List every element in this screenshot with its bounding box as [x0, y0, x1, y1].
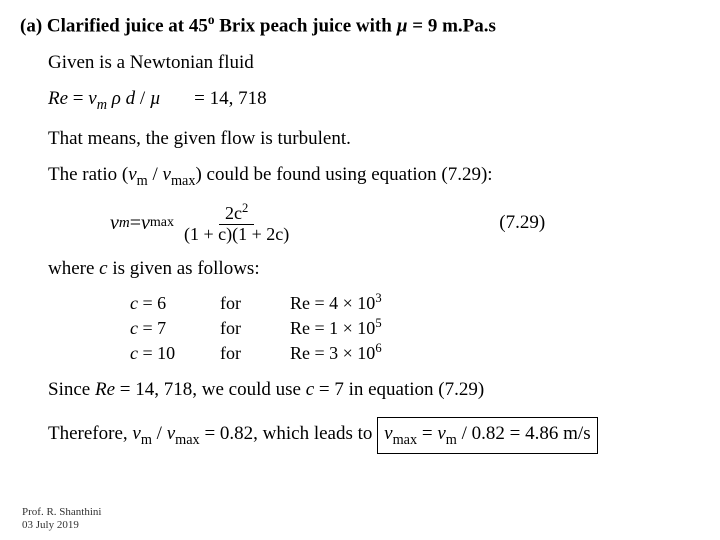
title-suffix: = 9 m.Pa.s	[408, 15, 496, 36]
heading-line: (a) Clarified juice at 45o Brix peach ju…	[20, 10, 700, 41]
re-slash: /	[135, 88, 150, 109]
eq-lhs-sub: m	[119, 215, 130, 232]
box-mid: =	[417, 423, 437, 444]
line-where: where c is given as follows:	[20, 255, 700, 284]
therefore-v1: v	[132, 423, 140, 444]
re-eq: =	[68, 88, 88, 109]
c-table-row: c = 10 for Re = 3 × 106	[130, 341, 700, 364]
c-for: for	[220, 343, 290, 364]
eq-num: 2c	[225, 203, 242, 223]
equation-formula: vm = vmax 2c2 (1 + c)(1 + 2c)	[110, 202, 299, 245]
title-sup: o	[208, 12, 215, 27]
eq-rhs-sub: max	[150, 215, 174, 231]
line-therefore: Therefore, vm / vmax = 0.82, which leads…	[20, 417, 700, 454]
re-vm-sub: m	[97, 97, 107, 113]
since-c: c	[306, 379, 314, 400]
ratio-v2: v	[163, 164, 171, 185]
eq-lhs-v: v	[110, 212, 119, 235]
box-v2: v	[437, 423, 445, 444]
c-exp: 3	[375, 291, 381, 305]
equation-block: vm = vmax 2c2 (1 + c)(1 + 2c) (7.29)	[110, 202, 700, 245]
where-prefix: where	[48, 258, 99, 279]
ratio-v1: v	[128, 164, 136, 185]
eq-rhs-v: v	[141, 212, 150, 235]
c-exp: 5	[375, 316, 381, 330]
where-suffix: is given as follows:	[108, 258, 260, 279]
c-table-row: c = 7 for Re = 1 × 105	[130, 316, 700, 339]
footer-date: 03 July 2019	[22, 519, 101, 532]
since-mid: = 14, 718, we could use	[115, 379, 306, 400]
eq-num-sup: 2	[242, 201, 248, 215]
where-c: c	[99, 258, 107, 279]
therefore-sub2: max	[175, 432, 200, 448]
line-ratio: The ratio (vm / vmax) could be found usi…	[20, 161, 700, 192]
c-sym: c	[130, 318, 138, 338]
ratio-suffix: ) could be found using equation (7.29):	[195, 164, 492, 185]
c-re: Re = 4 × 10	[290, 293, 375, 313]
line-since: Since Re = 14, 718, we could use c = 7 i…	[20, 376, 700, 405]
c-for: for	[220, 318, 290, 339]
box-sub1: max	[393, 432, 418, 448]
therefore-v2: v	[167, 423, 175, 444]
c-re: Re = 3 × 10	[290, 343, 375, 363]
therefore-prefix: Therefore,	[48, 423, 132, 444]
ratio-sub2: max	[171, 173, 196, 189]
title-mid: Brix peach juice with	[215, 15, 397, 36]
c-re: Re = 1 × 10	[290, 318, 375, 338]
since-prefix: Since	[48, 379, 95, 400]
c-val: = 10	[138, 343, 175, 363]
eq-den: (1 + c)(1 + 2c)	[178, 225, 295, 245]
re-symbol: Re	[48, 88, 68, 109]
box-sub2: m	[446, 432, 457, 448]
reynolds-line: Re = vm ρ d / µ = 14, 718	[20, 85, 700, 116]
therefore-mid1: /	[152, 423, 167, 444]
box-v1: v	[384, 423, 392, 444]
result-box: vmax = vm / 0.82 = 4.86 m/s	[377, 417, 597, 454]
ratio-prefix: The ratio (	[48, 164, 128, 185]
box-suffix: / 0.82 = 4.86 m/s	[457, 423, 591, 444]
c-sym: c	[130, 293, 138, 313]
eq-eq: =	[130, 212, 141, 235]
re-rho: ρ	[112, 88, 121, 109]
c-val: = 7	[138, 318, 166, 338]
c-for: for	[220, 293, 290, 314]
c-exp: 6	[375, 341, 381, 355]
footer-name: Prof. R. Shanthini	[22, 506, 101, 519]
mu-symbol: µ	[397, 15, 408, 36]
slide-content: (a) Clarified juice at 45o Brix peach ju…	[0, 0, 720, 454]
title-prefix: Clarified juice at 45	[47, 15, 208, 36]
label-a: (a)	[20, 15, 42, 36]
ratio-mid: /	[148, 164, 163, 185]
re-mu: µ	[150, 88, 161, 109]
therefore-sub1: m	[141, 432, 152, 448]
re-d: d	[126, 88, 136, 109]
ratio-sub1: m	[137, 173, 148, 189]
c-table-row: c = 6 for Re = 4 × 103	[130, 291, 700, 314]
line-given: Given is a Newtonian fluid	[20, 49, 700, 78]
line-turbulent: That means, the given flow is turbulent.	[20, 125, 700, 154]
since-re: Re	[95, 379, 115, 400]
therefore-mid2: = 0.82, which leads to	[200, 423, 377, 444]
c-table: c = 6 for Re = 4 × 103 c = 7 for Re = 1 …	[130, 291, 700, 364]
equation-number: (7.29)	[499, 212, 545, 234]
since-suffix: = 7 in equation (7.29)	[314, 379, 484, 400]
c-sym: c	[130, 343, 138, 363]
re-vm: v	[88, 88, 96, 109]
re-result: = 14, 718	[194, 88, 266, 109]
c-val: = 6	[138, 293, 166, 313]
footer: Prof. R. Shanthini 03 July 2019	[22, 506, 101, 532]
